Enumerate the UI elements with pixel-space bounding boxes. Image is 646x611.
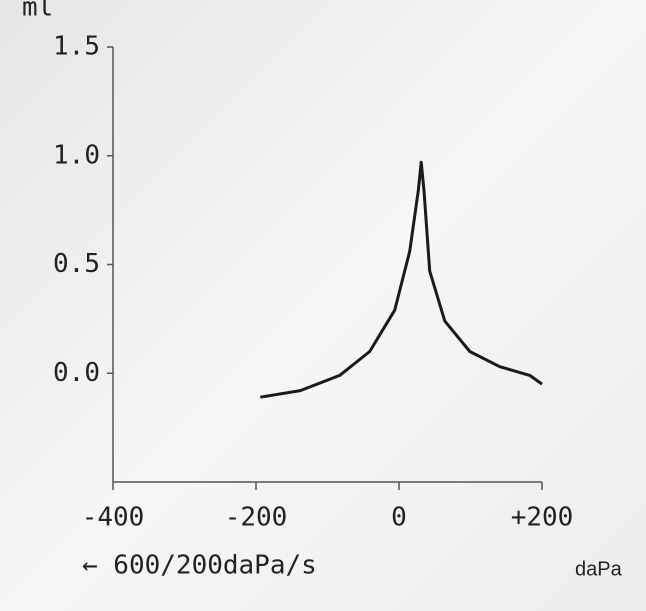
annotation: ← 600/200daPa/s <box>82 551 317 581</box>
y-tick-label: 0.0 <box>53 358 100 388</box>
x-tick-label: 0 <box>391 503 407 533</box>
y-tick-label: 0.5 <box>53 249 100 279</box>
y-tick-label: 1.0 <box>53 140 100 170</box>
y-axis-label: ml <box>22 0 53 23</box>
curve <box>260 160 543 399</box>
y-tick-label: 1.5 <box>53 32 100 62</box>
x-tick-label: -200 <box>225 503 288 533</box>
x-tick-label: +200 <box>511 503 574 533</box>
x-unit: daPa <box>575 558 623 580</box>
x-tick-label: -400 <box>82 503 145 533</box>
